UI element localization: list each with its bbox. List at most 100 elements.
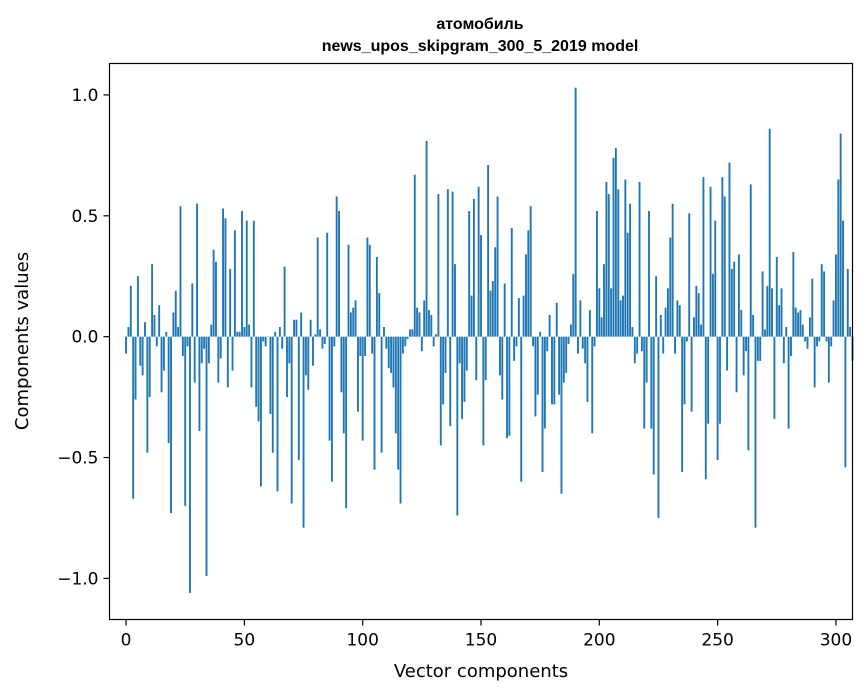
bar — [773, 336, 776, 419]
bar — [385, 336, 388, 349]
bar — [354, 300, 357, 337]
bar — [312, 336, 314, 366]
bar — [345, 336, 348, 509]
bar — [631, 327, 634, 337]
bar — [619, 300, 622, 337]
x-tick-label: 150 — [465, 631, 497, 651]
bar — [756, 336, 759, 361]
bar — [690, 336, 693, 412]
bar — [581, 336, 584, 349]
bar — [527, 230, 530, 337]
bar — [255, 336, 258, 407]
bar — [515, 336, 518, 347]
bar — [189, 336, 191, 593]
bar — [293, 319, 296, 337]
bar — [605, 181, 608, 337]
bar — [532, 336, 534, 347]
bar — [241, 210, 243, 337]
bar — [520, 336, 523, 482]
bar — [827, 336, 830, 383]
bar — [766, 285, 769, 337]
bar — [314, 334, 317, 337]
bar — [371, 336, 374, 354]
bar — [517, 297, 520, 337]
bar — [572, 273, 575, 337]
bar — [645, 336, 648, 383]
bar — [510, 227, 513, 337]
bar — [186, 336, 189, 347]
bar — [316, 237, 319, 337]
bar — [482, 336, 485, 446]
bar — [823, 271, 826, 337]
bar — [172, 312, 175, 337]
x-tick-label: 50 — [234, 631, 256, 651]
bar — [167, 336, 170, 444]
bar — [288, 336, 291, 364]
bar — [640, 336, 643, 352]
bar — [834, 254, 837, 337]
bar — [529, 206, 532, 337]
bar — [278, 327, 281, 337]
bar — [179, 206, 182, 337]
bar — [475, 336, 478, 381]
bar — [804, 336, 807, 342]
bar — [681, 336, 684, 473]
bar — [250, 336, 253, 388]
bar — [366, 237, 369, 337]
bar — [238, 331, 241, 337]
y-axis-label: Components values — [12, 252, 33, 430]
bar — [340, 336, 343, 393]
x-tick-label: 200 — [583, 631, 615, 651]
bar — [177, 327, 180, 337]
bar — [503, 283, 506, 337]
bar — [257, 336, 260, 422]
bar — [231, 336, 234, 371]
bar — [174, 290, 177, 337]
bar — [375, 256, 378, 337]
bar — [761, 271, 764, 337]
bar — [816, 336, 818, 347]
bar — [269, 336, 272, 415]
bar — [342, 336, 345, 434]
bar — [726, 336, 729, 371]
bar — [484, 336, 487, 381]
bar — [496, 196, 499, 337]
bar — [591, 336, 594, 434]
bar — [335, 196, 338, 337]
bar — [428, 310, 430, 337]
bar — [666, 288, 669, 337]
bar — [607, 194, 610, 337]
bar — [286, 336, 288, 398]
bar — [139, 336, 142, 366]
bar — [825, 336, 828, 342]
bar — [797, 312, 800, 337]
bar — [222, 208, 225, 337]
bar — [449, 336, 452, 427]
bar — [446, 189, 449, 337]
bar — [141, 336, 144, 376]
bar — [801, 324, 804, 337]
bar — [477, 186, 480, 337]
bar — [614, 148, 617, 337]
x-axis-ticks: 0 50 100 150 200 250 300 — [121, 619, 852, 651]
bar — [626, 232, 629, 337]
bar — [217, 336, 220, 383]
chart-title: атомобиль — [436, 16, 523, 33]
bar — [129, 285, 132, 337]
bar — [442, 336, 445, 405]
bar — [148, 336, 151, 398]
bar — [662, 336, 665, 354]
y-tick-label: 0.0 — [71, 328, 98, 348]
bar — [697, 293, 700, 337]
bar — [463, 336, 466, 402]
bar — [548, 314, 551, 337]
bar — [181, 336, 184, 357]
bar — [378, 293, 381, 337]
bar — [219, 336, 222, 359]
bar — [546, 336, 549, 352]
bar — [399, 336, 402, 504]
bar — [432, 336, 435, 347]
bar — [456, 336, 459, 516]
bar — [200, 336, 203, 364]
